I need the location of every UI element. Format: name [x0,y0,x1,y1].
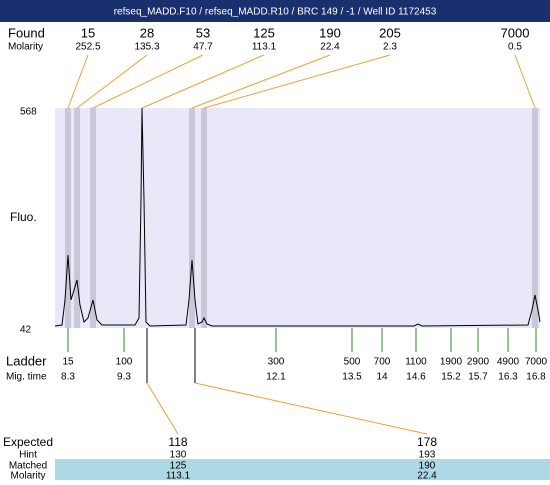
mig-time-value: 14 [376,372,388,383]
mig-time-value: 13.5 [342,372,362,383]
found-value: 15 [81,25,95,40]
ladder-value: 100 [116,357,133,368]
mig-time-value: 16.8 [526,372,546,383]
found-value: 28 [140,25,154,40]
mig-time-value: 14.6 [406,372,426,383]
row-value: 125 [170,461,187,472]
ladder-label: Ladder [6,353,47,368]
peak-band [65,108,71,328]
ladder-value: 7000 [525,357,548,368]
peak-band [90,108,96,328]
molarity-label: Molarity [8,42,43,53]
row-value: 178 [417,435,437,449]
connector [67,54,89,109]
row-label: Matched [9,461,47,472]
mig-time-value: 12.1 [266,372,286,383]
molarity-value: 47.7 [193,42,213,53]
mig-time-value: 15.2 [441,372,461,383]
peak-band [201,108,207,328]
ladder-value: 1100 [405,357,427,368]
ladder-value: 700 [374,357,391,368]
mig-time-value: 9.3 [117,372,131,383]
molarity-value: 252.5 [75,42,100,53]
ladder-value: 300 [268,357,285,368]
found-value: 205 [379,25,401,40]
connector [191,54,331,109]
title-bar [0,0,550,22]
found-value: 53 [196,25,210,40]
y-max: 568 [20,107,37,118]
y-label: Fluo. [10,210,37,224]
connector [141,54,265,109]
ladder-value: 2900 [467,357,490,368]
mig-time-value: 8.3 [61,372,75,383]
molarity-value: 22.4 [320,42,340,53]
found-value: 125 [253,25,275,40]
title: refseq_MADD.F10 / refseq_MADD.R10 / BRC … [114,7,437,18]
row-value: 193 [419,450,436,461]
mig-time-label: Mig. time [6,372,47,383]
mig-time-value: 16.3 [498,372,518,383]
molarity-value: 2.3 [383,42,397,53]
row-value: 130 [170,450,187,461]
molarity-value: 0.5 [508,42,522,53]
peak-band [532,108,538,328]
plot-area [55,108,540,328]
ladder-value: 500 [344,357,361,368]
connector [514,54,536,109]
matched-band [55,459,550,480]
found-value: 190 [319,25,341,40]
molarity-value: 135.3 [134,42,159,53]
peak-band [74,108,80,328]
molarity-value: 113.1 [252,42,277,53]
ladder-value: 4900 [497,357,520,368]
found-label: Found [8,25,45,40]
mig-time-value: 15.7 [468,372,488,383]
connector [203,54,391,109]
row-value: 118 [168,435,187,449]
connector [92,54,204,109]
row-label: Molarity [10,471,45,480]
row-label: Hint [19,450,37,461]
ladder-value: 15 [62,357,74,368]
peak-band [189,108,195,328]
row-value: 113.1 [166,471,191,480]
y-min: 42 [20,325,32,336]
expected-connector [194,382,428,435]
row-value: 190 [419,461,436,472]
row-value: 22.4 [417,471,437,480]
expected-connector [146,382,179,435]
trace [54,107,541,327]
ladder-value: 1900 [440,357,463,368]
connector [76,54,148,109]
found-value: 7000 [501,25,530,40]
row-label: Expected [3,435,53,449]
